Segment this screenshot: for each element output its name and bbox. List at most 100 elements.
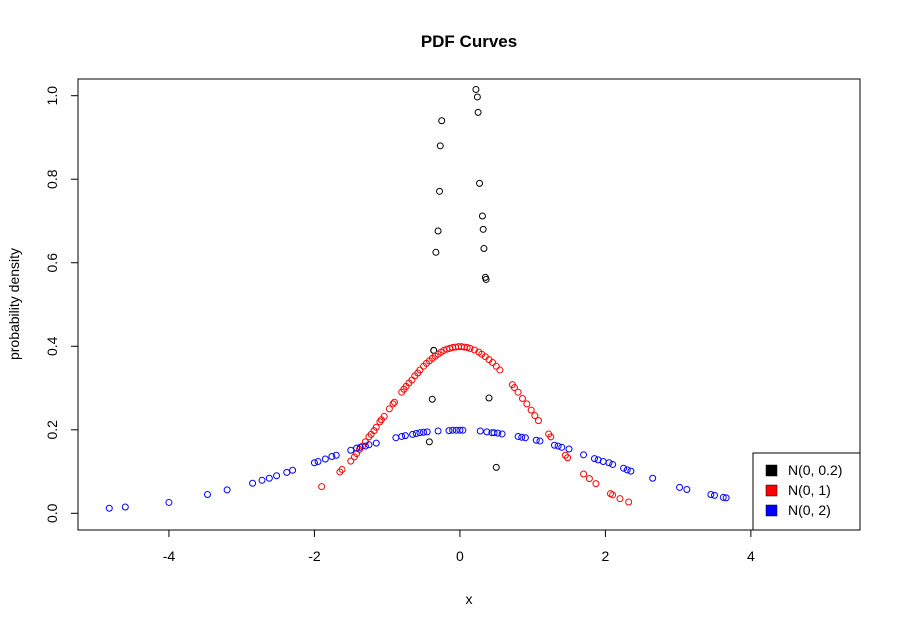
data-point bbox=[722, 494, 730, 502]
x-tick-label: 4 bbox=[747, 548, 755, 564]
data-point bbox=[436, 187, 444, 195]
data-point bbox=[609, 460, 617, 468]
data-point bbox=[711, 491, 719, 499]
data-point bbox=[482, 275, 490, 283]
data-point bbox=[616, 495, 624, 503]
data-point bbox=[372, 423, 380, 431]
data-point bbox=[425, 438, 433, 446]
data-point bbox=[121, 503, 129, 511]
plot-frame bbox=[77, 78, 861, 531]
data-point bbox=[476, 179, 484, 187]
data-point bbox=[518, 433, 526, 441]
data-point bbox=[452, 426, 460, 434]
data-point bbox=[605, 459, 613, 467]
data-point bbox=[310, 459, 318, 467]
data-point bbox=[489, 359, 497, 367]
data-point bbox=[356, 443, 364, 451]
data-point bbox=[554, 442, 562, 450]
data-point bbox=[707, 491, 715, 499]
series-0 bbox=[425, 85, 500, 471]
data-point bbox=[490, 429, 498, 437]
data-point bbox=[423, 428, 431, 436]
data-point bbox=[416, 366, 424, 374]
data-point bbox=[432, 248, 440, 256]
data-point bbox=[620, 464, 628, 472]
data-point bbox=[492, 463, 500, 471]
legend-label: N(0, 2) bbox=[788, 502, 831, 518]
data-point bbox=[623, 466, 631, 474]
data-point bbox=[625, 498, 633, 506]
data-point bbox=[565, 445, 573, 453]
legend-swatch bbox=[765, 504, 778, 517]
data-point bbox=[459, 426, 467, 434]
data-point bbox=[472, 85, 480, 93]
y-tick-label: 0.4 bbox=[44, 336, 60, 356]
legend-label: N(0, 1) bbox=[788, 482, 831, 498]
data-point bbox=[380, 412, 388, 420]
legend: N(0, 0.2) N(0, 1) N(0, 2) bbox=[752, 452, 861, 531]
data-point bbox=[470, 346, 478, 354]
data-point bbox=[478, 212, 486, 220]
y-tick-label: 1.0 bbox=[44, 86, 60, 106]
data-point bbox=[558, 443, 566, 451]
data-point bbox=[590, 455, 598, 463]
data-point bbox=[438, 117, 446, 125]
data-point bbox=[347, 457, 355, 465]
data-point bbox=[463, 344, 471, 352]
data-point bbox=[476, 427, 484, 435]
data-point bbox=[547, 433, 555, 441]
data-point bbox=[564, 454, 572, 462]
data-point bbox=[376, 418, 384, 426]
data-point bbox=[347, 446, 355, 454]
data-point bbox=[338, 465, 346, 473]
data-point bbox=[249, 479, 257, 487]
data-point bbox=[105, 504, 113, 512]
data-point bbox=[445, 427, 453, 435]
data-point bbox=[365, 441, 373, 449]
data-point bbox=[580, 470, 588, 478]
data-point bbox=[409, 430, 417, 438]
x-axis-label: x bbox=[466, 591, 473, 607]
legend-swatch bbox=[765, 464, 778, 477]
data-point bbox=[473, 93, 481, 101]
data-point bbox=[532, 436, 540, 444]
y-tick-label: 0.0 bbox=[44, 503, 60, 523]
data-point bbox=[258, 476, 266, 484]
data-point bbox=[420, 428, 428, 436]
data-point bbox=[289, 466, 297, 474]
x-tick-label: 0 bbox=[456, 548, 464, 564]
x-tick-label: -2 bbox=[308, 548, 321, 564]
data-point bbox=[436, 142, 444, 150]
data-point bbox=[510, 384, 518, 392]
data-point bbox=[479, 225, 487, 233]
data-point bbox=[416, 429, 424, 437]
data-point bbox=[389, 400, 397, 408]
x-tick-label: -4 bbox=[163, 548, 176, 564]
data-point bbox=[627, 467, 635, 475]
data-point bbox=[498, 430, 506, 438]
data-point bbox=[592, 480, 600, 488]
data-point bbox=[412, 430, 420, 438]
data-point bbox=[428, 395, 436, 403]
data-point bbox=[332, 451, 340, 459]
data-point bbox=[521, 434, 529, 442]
data-point bbox=[496, 366, 504, 374]
data-point bbox=[492, 362, 500, 370]
data-point bbox=[321, 455, 329, 463]
legend-label: N(0, 0.2) bbox=[788, 462, 842, 478]
data-point bbox=[434, 427, 442, 435]
y-axis-label: probability density bbox=[6, 248, 22, 360]
data-point bbox=[683, 485, 691, 493]
data-point bbox=[719, 493, 727, 501]
data-point bbox=[514, 432, 522, 440]
data-point bbox=[550, 441, 558, 449]
data-point bbox=[361, 442, 369, 450]
data-point bbox=[318, 483, 326, 491]
data-point bbox=[527, 406, 535, 414]
legend-swatch bbox=[765, 484, 778, 497]
data-point bbox=[273, 472, 281, 480]
data-point bbox=[456, 426, 464, 434]
data-point bbox=[676, 483, 684, 491]
data-point bbox=[480, 245, 488, 253]
